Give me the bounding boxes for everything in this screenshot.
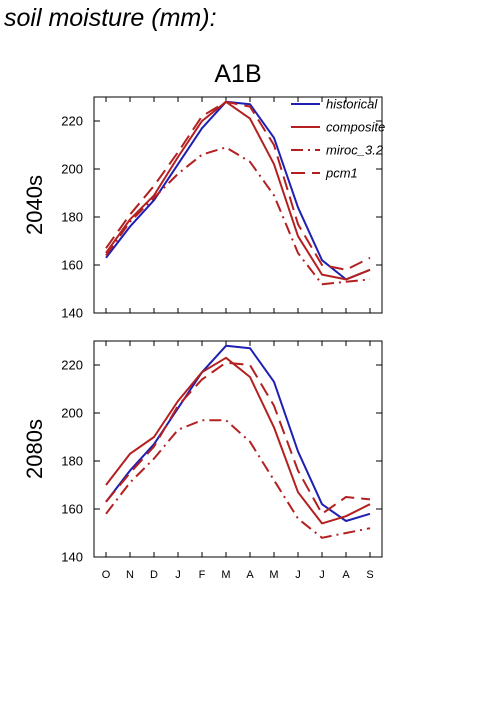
- x-tick-label: O: [102, 569, 111, 581]
- x-tick-label: N: [126, 569, 134, 581]
- y-tick-label: 160: [61, 502, 83, 517]
- x-tick-label: D: [150, 569, 158, 581]
- plot-frame: [93, 340, 383, 558]
- legend-label: miroc_3.2: [326, 143, 384, 158]
- plot-frame: [93, 96, 383, 314]
- series-line-pcm1: [105, 100, 371, 271]
- series-line-historical: [105, 344, 371, 522]
- series-line-historical: [105, 100, 371, 281]
- y-tick-label: 140: [61, 306, 83, 321]
- y-tick-label: 200: [61, 162, 83, 177]
- x-tick-label: J: [295, 569, 301, 581]
- x-tick-label: J: [319, 569, 325, 581]
- y-tick-label: 180: [61, 454, 83, 469]
- series-line-composite: [105, 100, 371, 281]
- series-line-composite: [105, 356, 371, 525]
- y-tick-label: 220: [61, 114, 83, 129]
- legend-label: historical: [326, 97, 378, 112]
- y-tick-label: 180: [61, 210, 83, 225]
- y-tick-label: 200: [61, 406, 83, 421]
- x-tick-label: M: [221, 569, 230, 581]
- x-tick-label: S: [366, 569, 373, 581]
- series-line-miroc-3-2: [105, 419, 371, 539]
- x-tick-label: F: [199, 569, 206, 581]
- x-tick-label: A: [246, 569, 254, 581]
- y-tick-label: 140: [61, 550, 83, 565]
- y-tick-label: 220: [61, 358, 83, 373]
- legend-label: composite: [326, 120, 385, 135]
- x-tick-label: M: [269, 569, 278, 581]
- legend-label: pcm1: [325, 166, 358, 181]
- series-line-miroc-3-2: [105, 146, 371, 286]
- chart-title: A1B: [214, 60, 261, 88]
- panel-ylabel: 2080s: [22, 419, 47, 479]
- series-line-pcm1: [105, 361, 371, 515]
- x-tick-label: J: [175, 569, 181, 581]
- x-tick-label: A: [342, 569, 350, 581]
- panel-ylabel: 2040s: [22, 175, 47, 235]
- page-title: soil moisture (mm):: [4, 4, 217, 32]
- y-tick-label: 160: [61, 258, 83, 273]
